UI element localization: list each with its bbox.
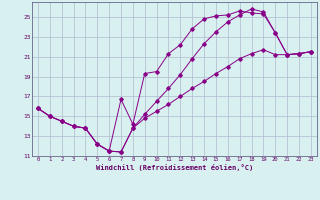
X-axis label: Windchill (Refroidissement éolien,°C): Windchill (Refroidissement éolien,°C) [96,164,253,171]
